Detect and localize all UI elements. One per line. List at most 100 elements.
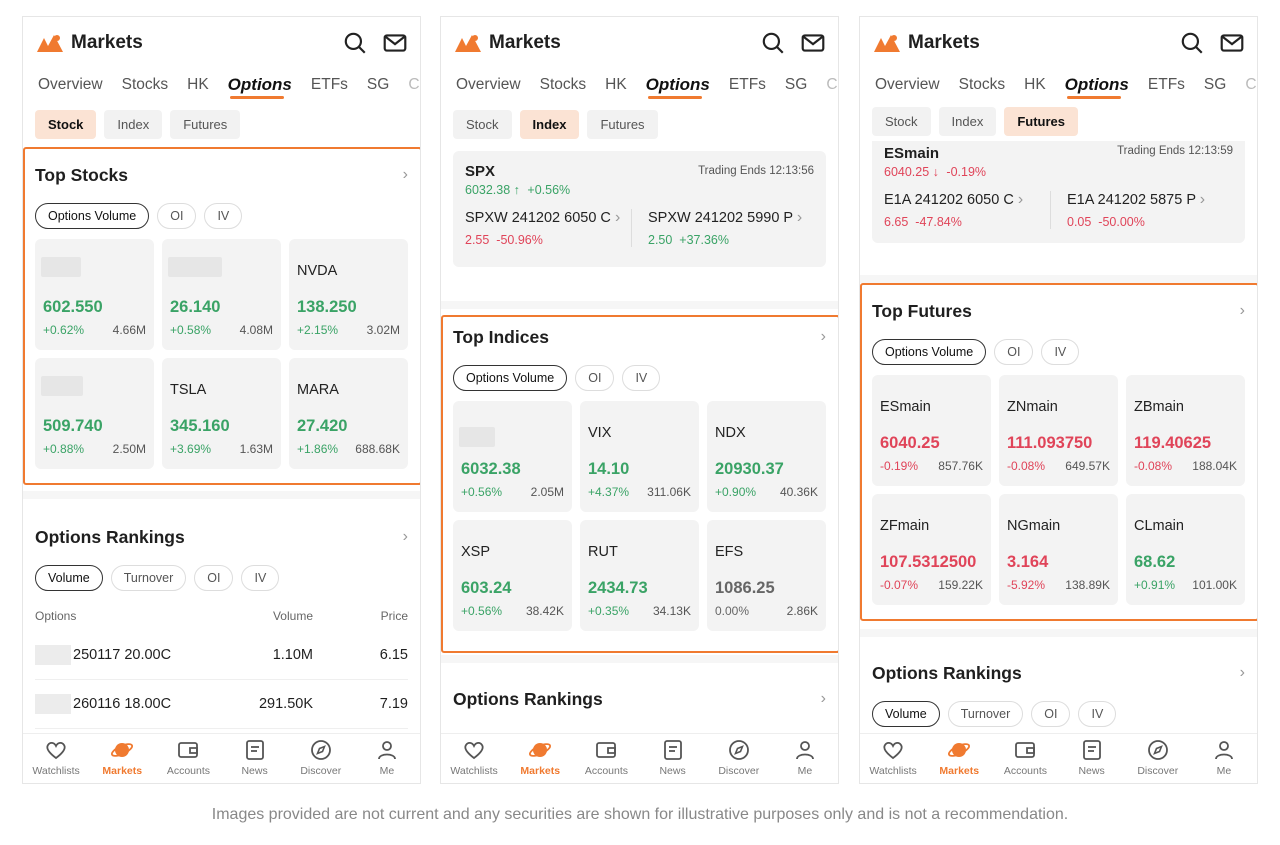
segment-stock[interactable]: Stock bbox=[872, 106, 931, 136]
table-row[interactable]: 260116 18.00C 291.50K 7.19 bbox=[35, 680, 408, 729]
chevron-right-icon[interactable]: › bbox=[1239, 302, 1245, 319]
contract-item[interactable]: SPXW 241202 5990 P › 2.50 +37.36% bbox=[631, 209, 814, 247]
tab-etfs[interactable]: ETFs bbox=[310, 76, 348, 93]
futures-card[interactable]: ZFmain 107.5312500 -0.07% 159.22K bbox=[872, 494, 991, 605]
pill-iv[interactable]: IV bbox=[1041, 339, 1080, 365]
tabbar-watchlists[interactable]: Watchlists bbox=[860, 734, 926, 783]
segment-stock[interactable]: Stock bbox=[453, 109, 512, 139]
index-card[interactable]: NDX 20930.37 +0.90% 40.36K bbox=[707, 401, 826, 512]
segment-futures[interactable]: Futures bbox=[170, 109, 241, 139]
segment-futures[interactable]: Futures bbox=[1004, 106, 1078, 136]
search-icon[interactable] bbox=[760, 30, 786, 56]
section-header[interactable]: Top Stocks › bbox=[35, 153, 408, 197]
pill-options-volume[interactable]: Options Volume bbox=[35, 203, 150, 229]
tabbar-accounts[interactable]: Accounts bbox=[992, 734, 1058, 783]
futures-card[interactable]: ESmain 6040.25 -0.19% 857.76K bbox=[872, 375, 991, 486]
mail-icon[interactable] bbox=[800, 30, 826, 56]
tabbar-markets[interactable]: Markets bbox=[507, 734, 573, 783]
pill-volume[interactable]: Volume bbox=[872, 701, 940, 727]
stock-card[interactable]: 602.550 +0.62% 4.66M bbox=[35, 239, 154, 350]
esmain-quote-card[interactable]: ESmain Trading Ends 12:13:59 6040.25 ↓ -… bbox=[872, 141, 1245, 243]
tabbar-discover[interactable]: Discover bbox=[706, 734, 772, 783]
stock-card[interactable]: MARA 27.420 +1.86% 688.68K bbox=[289, 358, 408, 469]
tabbar-news[interactable]: News bbox=[640, 734, 706, 783]
pill-iv[interactable]: IV bbox=[204, 203, 243, 229]
pill-oi[interactable]: OI bbox=[575, 365, 615, 391]
futures-card[interactable]: ZBmain 119.40625 -0.08% 188.04K bbox=[1126, 375, 1245, 486]
segment-index[interactable]: Index bbox=[938, 106, 997, 136]
pill-iv[interactable]: IV bbox=[241, 565, 280, 591]
tab-cn[interactable]: Cl bbox=[826, 76, 838, 93]
index-card[interactable]: RUT 2434.73 +0.35% 34.13K bbox=[580, 520, 699, 631]
section-header[interactable]: Top Indices › bbox=[453, 315, 826, 359]
section-header[interactable]: Options Rankings › bbox=[872, 651, 1245, 695]
index-card[interactable]: 6032.38 +0.56% 2.05M bbox=[453, 401, 572, 512]
pill-iv[interactable]: IV bbox=[622, 365, 661, 391]
tab-stocks[interactable]: Stocks bbox=[539, 76, 587, 93]
pill-oi[interactable]: OI bbox=[994, 339, 1034, 365]
stock-card[interactable]: TSLA 345.160 +3.69% 1.63M bbox=[162, 358, 281, 469]
tabbar-me[interactable]: Me bbox=[772, 734, 838, 783]
tab-stocks[interactable]: Stocks bbox=[121, 76, 169, 93]
spx-quote-card[interactable]: SPX Trading Ends 12:13:56 6032.38 ↑ +0.5… bbox=[453, 151, 826, 267]
pill-turnover[interactable]: Turnover bbox=[947, 701, 1024, 727]
futures-card[interactable]: ZNmain 111.093750 -0.08% 649.57K bbox=[999, 375, 1118, 486]
futures-card[interactable]: CLmain 68.62 +0.91% 101.00K bbox=[1126, 494, 1245, 605]
tab-overview[interactable]: Overview bbox=[456, 76, 521, 93]
pill-options-volume[interactable]: Options Volume bbox=[453, 365, 568, 391]
contract-item[interactable]: E1A 241202 6050 C › 6.65 -47.84% bbox=[884, 191, 1050, 229]
tab-etfs[interactable]: ETFs bbox=[728, 76, 766, 93]
search-icon[interactable] bbox=[1179, 30, 1205, 56]
tabbar-watchlists[interactable]: Watchlists bbox=[441, 734, 507, 783]
tab-cn[interactable]: Cl bbox=[408, 76, 420, 93]
tabbar-watchlists[interactable]: Watchlists bbox=[23, 734, 89, 783]
pill-oi[interactable]: OI bbox=[1031, 701, 1071, 727]
chevron-right-icon[interactable]: › bbox=[820, 328, 826, 345]
chevron-right-icon[interactable]: › bbox=[1239, 664, 1245, 681]
segment-index[interactable]: Index bbox=[519, 109, 580, 139]
segment-stock[interactable]: Stock bbox=[35, 109, 97, 139]
pill-options-volume[interactable]: Options Volume bbox=[872, 339, 987, 365]
search-icon[interactable] bbox=[342, 30, 368, 56]
pill-turnover[interactable]: Turnover bbox=[110, 565, 187, 591]
tabbar-discover[interactable]: Discover bbox=[288, 734, 354, 783]
tabbar-markets[interactable]: Markets bbox=[89, 734, 155, 783]
chevron-right-icon[interactable]: › bbox=[402, 166, 408, 183]
contract-item[interactable]: SPXW 241202 6050 C › 2.55 -50.96% bbox=[465, 209, 631, 247]
contract-item[interactable]: E1A 241202 5875 P › 0.05 -50.00% bbox=[1050, 191, 1233, 229]
mail-icon[interactable] bbox=[1219, 30, 1245, 56]
tabbar-accounts[interactable]: Accounts bbox=[155, 734, 221, 783]
table-row[interactable]: 250117 20.00C 1.10M 6.15 bbox=[35, 631, 408, 680]
pill-oi[interactable]: OI bbox=[194, 565, 234, 591]
stock-card[interactable]: 26.140 +0.58% 4.08M bbox=[162, 239, 281, 350]
futures-card[interactable]: NGmain 3.164 -5.92% 138.89K bbox=[999, 494, 1118, 605]
tabbar-accounts[interactable]: Accounts bbox=[573, 734, 639, 783]
tabbar-news[interactable]: News bbox=[222, 734, 288, 783]
tab-options[interactable]: Options bbox=[645, 75, 710, 99]
chevron-right-icon[interactable]: › bbox=[820, 690, 826, 707]
tab-hk[interactable]: HK bbox=[187, 76, 209, 93]
tab-sg[interactable]: SG bbox=[784, 76, 808, 93]
tabbar-discover[interactable]: Discover bbox=[1125, 734, 1191, 783]
tab-hk[interactable]: HK bbox=[1024, 76, 1046, 93]
tabbar-news[interactable]: News bbox=[1059, 734, 1125, 783]
index-card[interactable]: XSP 603.24 +0.56% 38.42K bbox=[453, 520, 572, 631]
stock-card[interactable]: 509.740 +0.88% 2.50M bbox=[35, 358, 154, 469]
tab-etfs[interactable]: ETFs bbox=[1147, 76, 1185, 93]
chevron-right-icon[interactable]: › bbox=[402, 528, 408, 545]
stock-card[interactable]: NVDA 138.250 +2.15% 3.02M bbox=[289, 239, 408, 350]
tabbar-me[interactable]: Me bbox=[354, 734, 420, 783]
tab-sg[interactable]: SG bbox=[1203, 76, 1227, 93]
tab-overview[interactable]: Overview bbox=[875, 76, 940, 93]
tab-overview[interactable]: Overview bbox=[38, 76, 103, 93]
tab-options[interactable]: Options bbox=[1064, 75, 1129, 99]
tab-sg[interactable]: SG bbox=[366, 76, 390, 93]
pill-oi[interactable]: OI bbox=[157, 203, 197, 229]
index-card[interactable]: VIX 14.10 +4.37% 311.06K bbox=[580, 401, 699, 512]
pill-iv[interactable]: IV bbox=[1078, 701, 1117, 727]
pill-volume[interactable]: Volume bbox=[35, 565, 103, 591]
tab-stocks[interactable]: Stocks bbox=[958, 76, 1006, 93]
tab-hk[interactable]: HK bbox=[605, 76, 627, 93]
tabbar-me[interactable]: Me bbox=[1191, 734, 1257, 783]
section-header[interactable]: Options Rankings › bbox=[453, 677, 826, 721]
